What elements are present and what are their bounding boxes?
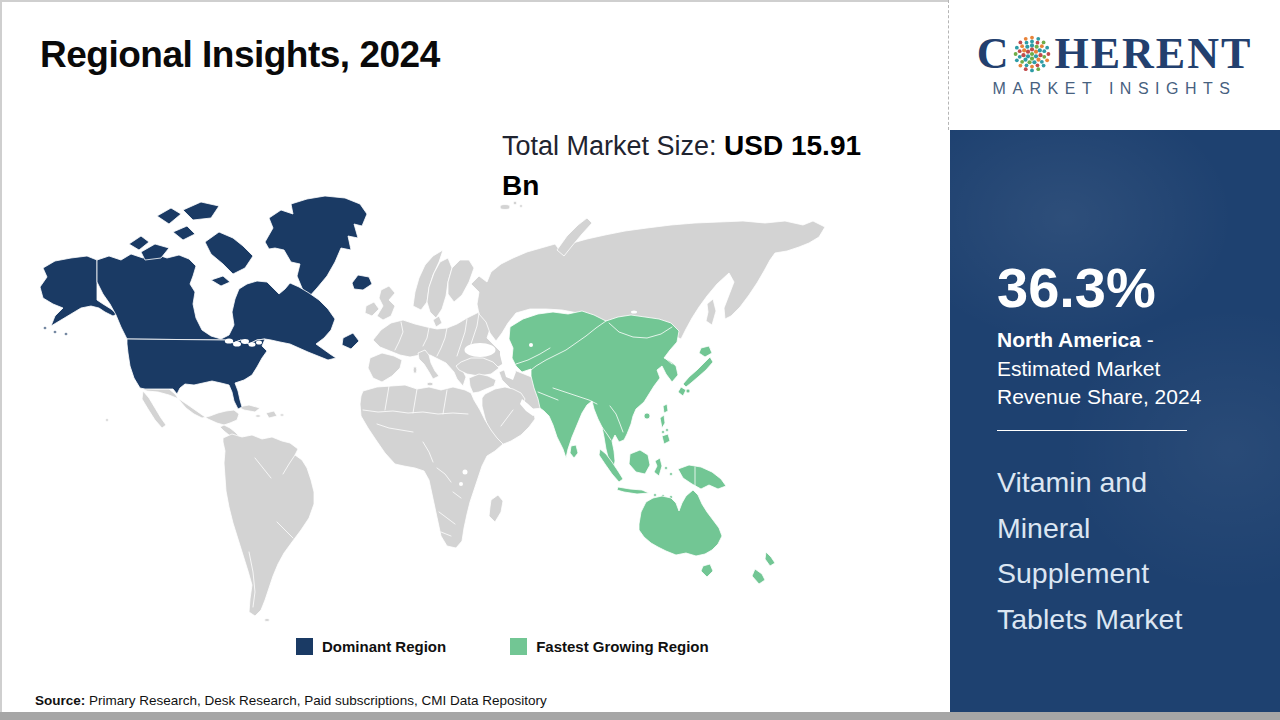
source-text: Primary Research, Desk Research, Paid su… <box>85 693 546 708</box>
map-region-north-america <box>40 196 372 409</box>
fastest-growing-region-label: Fastest Growing Region <box>536 638 709 655</box>
map-legend: Dominant Region Fastest Growing Region <box>296 638 709 655</box>
share-region: North America <box>997 328 1141 351</box>
source-label: Source: <box>35 693 85 708</box>
dominant-region-label: Dominant Region <box>322 638 446 655</box>
world-map-svg <box>33 192 831 626</box>
source-note: Source: Primary Research, Desk Research,… <box>35 693 547 708</box>
sidebar-divider <box>997 430 1187 431</box>
logo-brand-c: C <box>977 32 1011 76</box>
legend-item-dominant: Dominant Region <box>296 638 446 655</box>
world-map <box>33 192 831 626</box>
fastest-growing-region-swatch <box>510 638 527 655</box>
bottom-bar <box>0 712 1280 720</box>
share-value: 36.3% <box>997 255 1156 320</box>
dominant-region-swatch <box>296 638 313 655</box>
logo-brand-rest: HERENT <box>1054 32 1252 76</box>
total-market-size-label: Total Market Size: <box>502 131 724 161</box>
logo-subtitle: MARKET INSIGHTS <box>993 80 1237 98</box>
page-title: Regional Insights, 2024 <box>40 34 440 76</box>
legend-item-fastest: Fastest Growing Region <box>510 638 709 655</box>
logo-mosaic-o-icon <box>1011 33 1053 75</box>
map-region-asia-pacific <box>509 311 775 584</box>
share-description: North America - Estimated Market Revenue… <box>997 326 1249 412</box>
logo-brand-row: C HERENT <box>977 32 1253 76</box>
infographic-page: Regional Insights, 2024 Total Market Siz… <box>0 0 1280 720</box>
sidebar-panel: 36.3% North America - Estimated Market R… <box>950 130 1280 712</box>
coherent-logo: C HERENT MARKET INSIGHTS <box>948 0 1280 130</box>
market-name: Vitamin and Mineral Supplement Tablets M… <box>997 460 1235 642</box>
map-region-rest-of-world <box>106 201 826 621</box>
